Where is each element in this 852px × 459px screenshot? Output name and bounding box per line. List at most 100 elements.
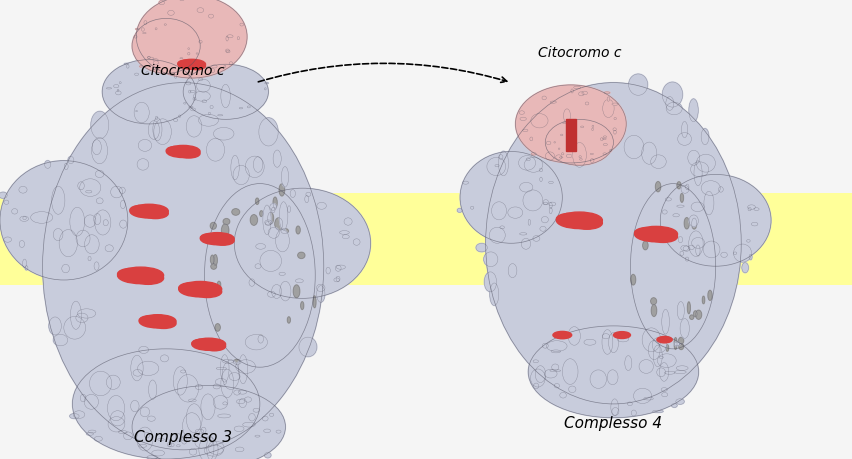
Ellipse shape — [498, 155, 503, 159]
Ellipse shape — [657, 354, 676, 368]
Ellipse shape — [543, 343, 549, 348]
Ellipse shape — [546, 141, 551, 145]
Ellipse shape — [95, 437, 102, 441]
Ellipse shape — [210, 68, 215, 73]
Ellipse shape — [139, 316, 159, 325]
Ellipse shape — [688, 245, 694, 250]
Ellipse shape — [550, 101, 556, 103]
Ellipse shape — [23, 259, 26, 268]
Ellipse shape — [119, 187, 125, 194]
Ellipse shape — [73, 411, 85, 419]
Ellipse shape — [653, 345, 662, 367]
Ellipse shape — [613, 130, 616, 134]
Ellipse shape — [696, 245, 700, 256]
Ellipse shape — [747, 205, 756, 209]
Ellipse shape — [630, 184, 716, 349]
Ellipse shape — [680, 319, 689, 338]
Text: Citocromo c: Citocromo c — [538, 45, 621, 60]
Ellipse shape — [130, 204, 168, 218]
Ellipse shape — [550, 207, 552, 214]
Ellipse shape — [221, 355, 229, 382]
Ellipse shape — [213, 384, 221, 389]
Ellipse shape — [317, 285, 325, 302]
Ellipse shape — [751, 222, 758, 226]
Ellipse shape — [653, 410, 663, 413]
Ellipse shape — [264, 453, 271, 458]
Ellipse shape — [148, 380, 157, 399]
Ellipse shape — [281, 229, 288, 234]
Ellipse shape — [611, 399, 619, 416]
Ellipse shape — [718, 187, 723, 192]
Ellipse shape — [195, 385, 203, 390]
Ellipse shape — [105, 245, 113, 252]
Ellipse shape — [648, 340, 660, 360]
Ellipse shape — [199, 40, 202, 43]
Ellipse shape — [210, 264, 216, 269]
Ellipse shape — [189, 62, 194, 66]
Ellipse shape — [211, 236, 234, 245]
Ellipse shape — [489, 227, 505, 243]
Ellipse shape — [265, 83, 268, 84]
Ellipse shape — [549, 202, 556, 206]
Ellipse shape — [166, 146, 200, 157]
Ellipse shape — [142, 208, 168, 218]
Ellipse shape — [612, 103, 619, 105]
Ellipse shape — [662, 309, 670, 334]
Ellipse shape — [91, 138, 107, 164]
Ellipse shape — [625, 356, 632, 370]
Ellipse shape — [532, 152, 536, 155]
Ellipse shape — [152, 319, 176, 329]
Ellipse shape — [665, 96, 674, 110]
Ellipse shape — [0, 161, 128, 280]
Ellipse shape — [210, 255, 215, 264]
Ellipse shape — [124, 63, 129, 64]
Ellipse shape — [519, 111, 525, 114]
Ellipse shape — [535, 366, 545, 383]
Ellipse shape — [305, 196, 308, 203]
Ellipse shape — [229, 62, 233, 65]
Ellipse shape — [559, 157, 563, 158]
Ellipse shape — [551, 364, 559, 370]
Ellipse shape — [531, 113, 548, 128]
Ellipse shape — [240, 23, 244, 26]
Ellipse shape — [256, 198, 259, 204]
Ellipse shape — [108, 417, 125, 432]
Ellipse shape — [187, 62, 205, 70]
Ellipse shape — [199, 437, 218, 459]
Ellipse shape — [523, 190, 543, 211]
Ellipse shape — [167, 442, 171, 447]
Ellipse shape — [89, 430, 96, 433]
Ellipse shape — [12, 209, 18, 214]
Ellipse shape — [515, 85, 626, 163]
Ellipse shape — [20, 241, 25, 247]
Ellipse shape — [689, 99, 698, 122]
Ellipse shape — [86, 190, 92, 193]
Ellipse shape — [133, 272, 164, 285]
Ellipse shape — [279, 202, 288, 230]
Ellipse shape — [84, 235, 99, 254]
Ellipse shape — [188, 399, 196, 402]
Ellipse shape — [662, 210, 667, 214]
Ellipse shape — [568, 386, 576, 392]
Ellipse shape — [530, 137, 532, 141]
Ellipse shape — [43, 83, 324, 450]
Ellipse shape — [336, 265, 341, 271]
Ellipse shape — [233, 359, 241, 364]
Ellipse shape — [556, 155, 561, 159]
Ellipse shape — [682, 122, 688, 138]
Ellipse shape — [213, 396, 227, 409]
Ellipse shape — [207, 436, 214, 459]
Ellipse shape — [124, 432, 133, 440]
Ellipse shape — [678, 337, 683, 344]
Ellipse shape — [651, 155, 666, 168]
Ellipse shape — [293, 285, 300, 297]
Ellipse shape — [237, 399, 245, 404]
Ellipse shape — [314, 296, 316, 308]
Ellipse shape — [688, 302, 690, 313]
Ellipse shape — [188, 106, 193, 108]
Ellipse shape — [182, 413, 201, 439]
Ellipse shape — [603, 153, 607, 155]
Ellipse shape — [607, 97, 609, 101]
Ellipse shape — [460, 151, 562, 243]
Ellipse shape — [239, 355, 248, 384]
